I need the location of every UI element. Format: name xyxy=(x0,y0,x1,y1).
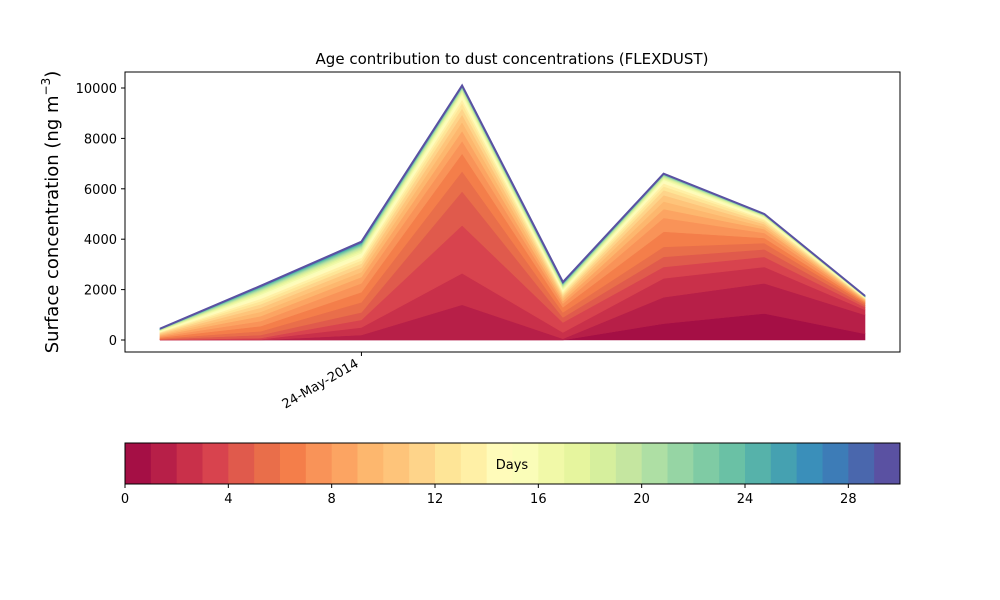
colorbar-swatch-day-12 xyxy=(435,443,462,484)
colorbar xyxy=(125,443,901,484)
stacked-areas xyxy=(159,83,866,341)
colorbar-swatch-day-13 xyxy=(460,443,488,484)
x-tick-label: 24-May-2014 xyxy=(280,356,362,412)
colorbar-axis: 0 4 8 12 16 20 24 28 xyxy=(121,484,857,507)
y-axis-label-exponent: −3 xyxy=(39,78,53,96)
colorbar-swatch-day-25 xyxy=(770,443,798,484)
colorbar-swatch-day-28 xyxy=(848,443,875,484)
y-tick-label: 0 xyxy=(109,334,117,349)
y-axis-label: Surface concentration (ng m−3) xyxy=(39,71,63,354)
colorbar-swatch-day-10 xyxy=(383,443,410,484)
colorbar-swatch-day-22 xyxy=(693,443,720,484)
colorbar-swatch-day-27 xyxy=(822,443,849,484)
colorbar-frame xyxy=(124,442,901,485)
plot-frame xyxy=(124,71,901,353)
colorbar-swatch-day-24 xyxy=(745,443,772,484)
colorbar-swatch-day-29 xyxy=(874,443,901,484)
y-axis-label-main: Surface concentration (ng m xyxy=(42,95,63,353)
colorbar-tick-label: 28 xyxy=(840,492,857,507)
colorbar-swatch-day-23 xyxy=(719,443,746,484)
colorbar-swatch-day-5 xyxy=(254,443,281,484)
colorbar-tick-label: 4 xyxy=(224,492,232,507)
colorbar-swatch-day-14 xyxy=(486,443,513,484)
colorbar-label: Days xyxy=(496,458,529,473)
colorbar-swatch-day-18 xyxy=(590,443,617,484)
y-axis-label-close: ) xyxy=(42,71,63,78)
area-layer-day-30 xyxy=(159,83,866,330)
y-tick-label: 10000 xyxy=(76,82,117,97)
colorbar-tick-label: 8 xyxy=(328,492,336,507)
colorbar-swatch-day-15 xyxy=(512,443,539,484)
colorbar-swatch-day-4 xyxy=(228,443,255,484)
colorbar-swatch-day-8 xyxy=(331,443,358,484)
colorbar-swatch-day-7 xyxy=(305,443,333,484)
colorbar-swatch-day-21 xyxy=(667,443,694,484)
colorbar-swatch-day-19 xyxy=(615,443,643,484)
colorbar-swatch-day-16 xyxy=(538,443,565,484)
y-tick-label: 8000 xyxy=(84,132,117,147)
colorbar-swatch-day-17 xyxy=(564,443,591,484)
colorbar-swatch-day-26 xyxy=(796,443,823,484)
colorbar-tick-label: 12 xyxy=(427,492,444,507)
colorbar-swatch-day-0 xyxy=(125,443,152,484)
colorbar-swatch-day-2 xyxy=(176,443,203,484)
y-tick-label: 6000 xyxy=(84,183,117,198)
colorbar-tick-label: 20 xyxy=(633,492,650,507)
colorbar-tick-label: 0 xyxy=(121,492,129,507)
colorbar-tick-label: 24 xyxy=(737,492,754,507)
x-axis: 24-May-2014 xyxy=(280,352,362,412)
colorbar-swatch-day-9 xyxy=(357,443,384,484)
colorbar-swatch-day-20 xyxy=(641,443,668,484)
colorbar-swatch-day-1 xyxy=(150,443,178,484)
colorbar-tick-label: 16 xyxy=(530,492,547,507)
colorbar-swatch-day-3 xyxy=(202,443,229,484)
colorbar-swatch-day-11 xyxy=(409,443,436,484)
y-tick-label: 2000 xyxy=(84,284,117,299)
colorbar-swatch-day-6 xyxy=(280,443,307,484)
chart-title: Age contribution to dust concentrations … xyxy=(316,50,709,68)
y-axis: 0 2000 4000 6000 8000 10000 xyxy=(76,82,125,349)
y-tick-label: 4000 xyxy=(84,233,117,248)
